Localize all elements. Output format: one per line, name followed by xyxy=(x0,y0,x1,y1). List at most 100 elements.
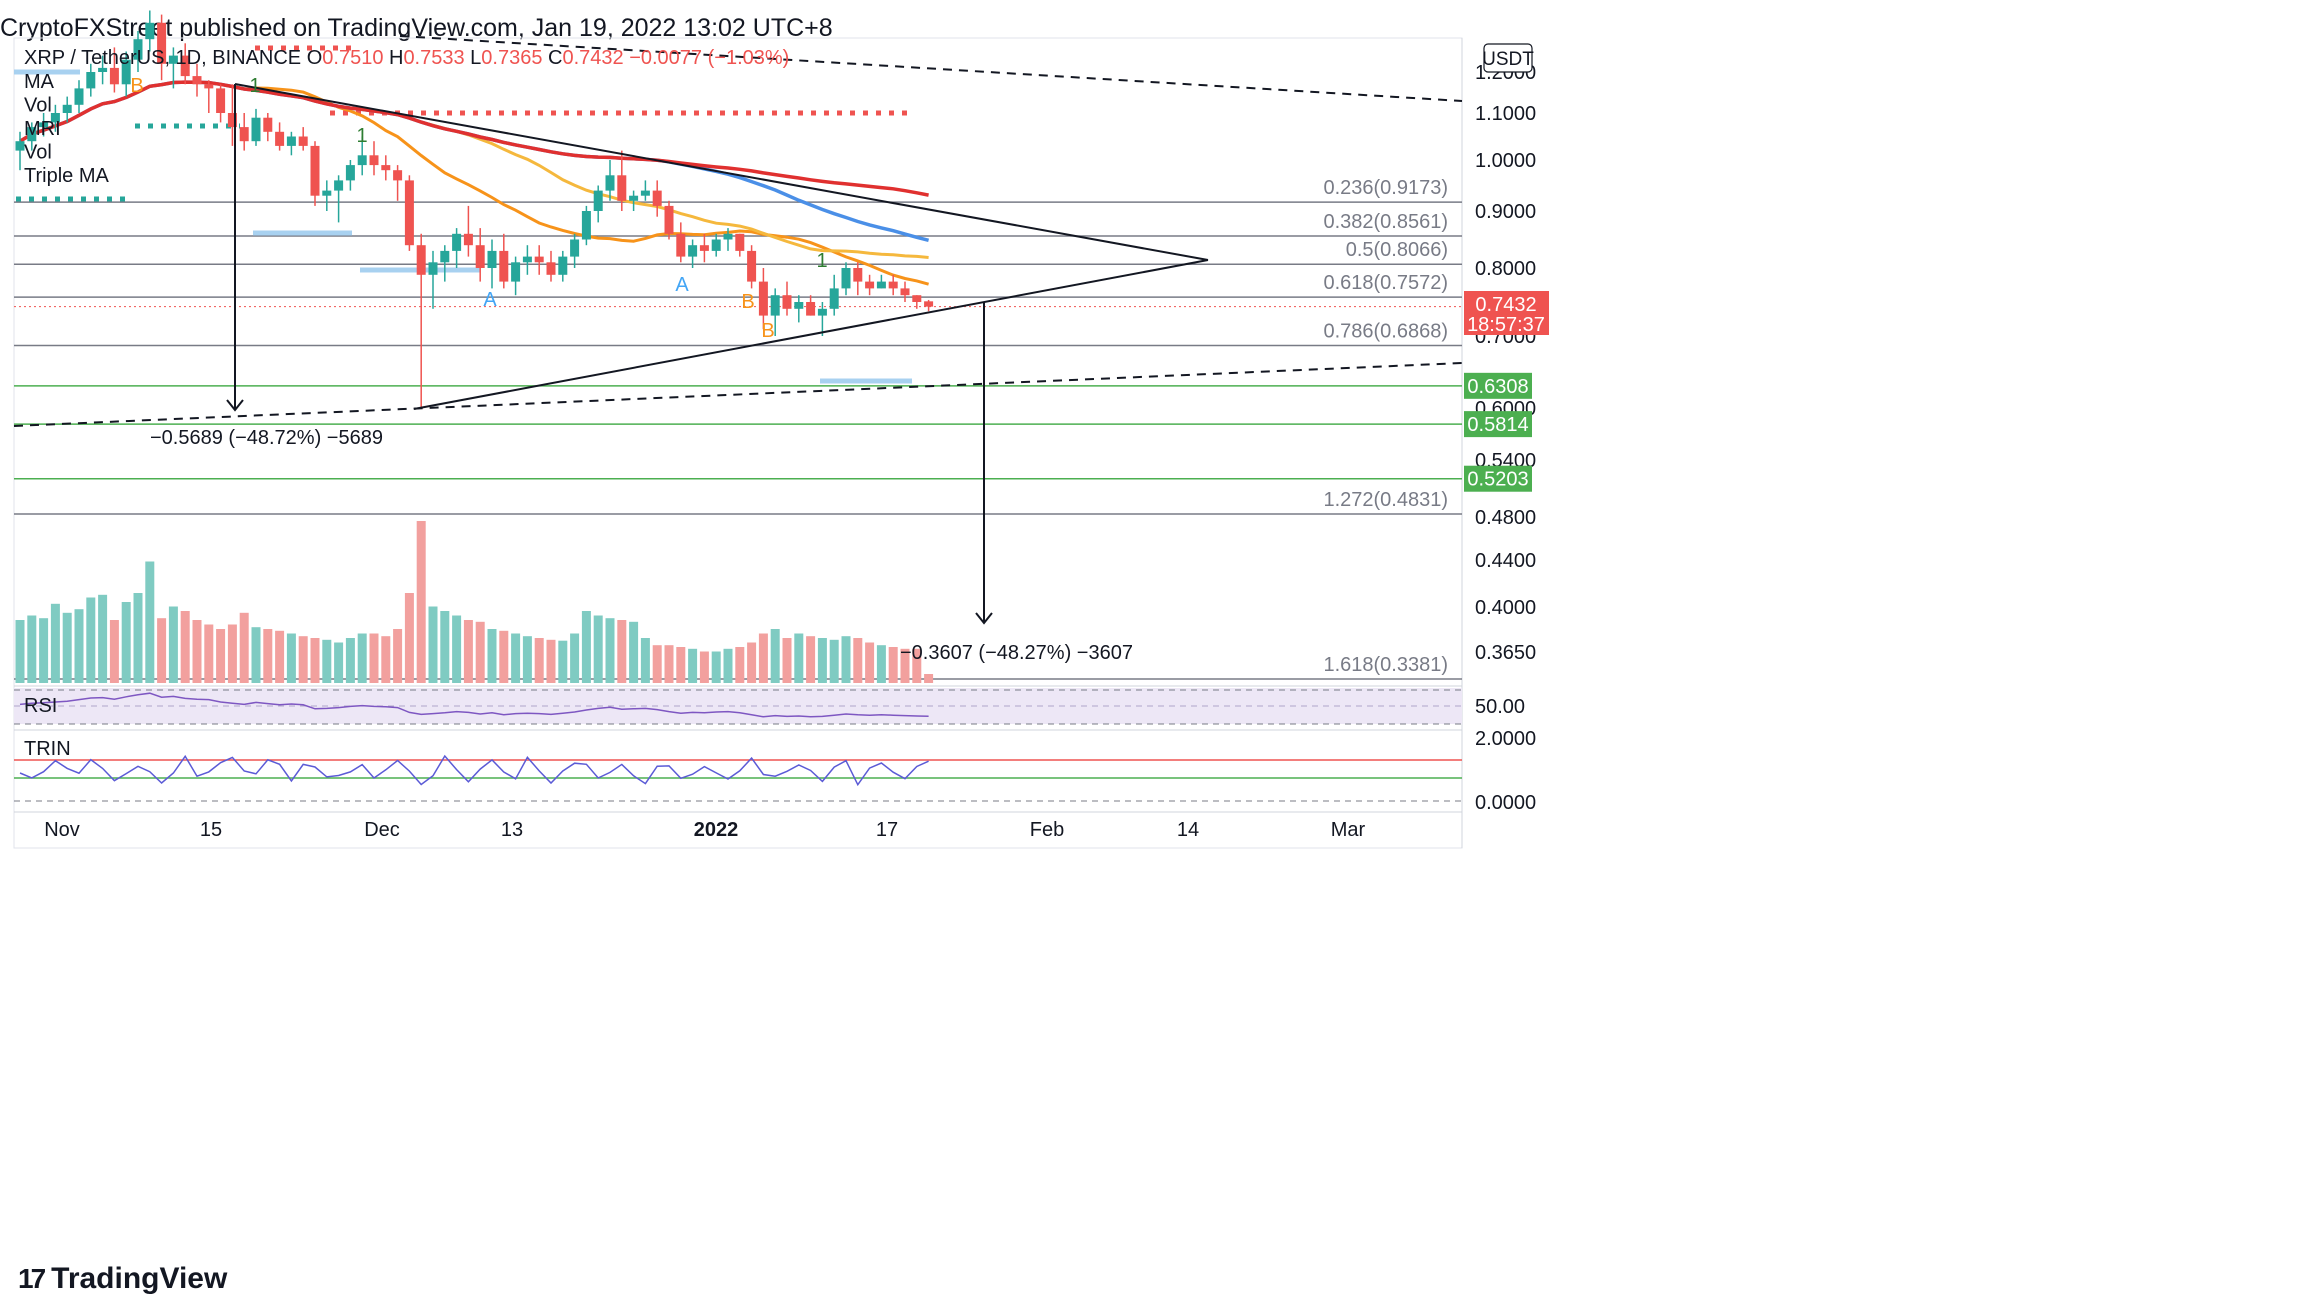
x-tick-label: Mar xyxy=(1331,819,1366,841)
volume-bar xyxy=(912,648,922,683)
volume-bar xyxy=(428,606,438,683)
candle-body xyxy=(499,250,509,282)
trin-line xyxy=(19,754,929,787)
volume-bar xyxy=(121,602,131,683)
candle-body xyxy=(794,302,804,309)
volume-bar xyxy=(853,638,863,683)
candle-body xyxy=(581,211,591,240)
tradingview-brand[interactable]: 17 TradingView xyxy=(18,1262,227,1296)
volume-bar xyxy=(782,638,792,683)
y-tick-label: 0.8000 xyxy=(1475,258,1536,280)
candle-body xyxy=(652,190,662,206)
volume-bar xyxy=(286,633,296,683)
volume-bar xyxy=(463,620,473,683)
candle-body xyxy=(853,268,863,282)
triangle-lower-line xyxy=(413,259,1209,410)
volume-bar xyxy=(50,603,60,683)
support-price-value: 0.6308 xyxy=(1467,376,1528,398)
volume-bar xyxy=(558,640,568,683)
candle-body xyxy=(617,175,627,201)
candle-body xyxy=(86,72,96,89)
x-tick-label: 15 xyxy=(200,819,222,841)
fib-level-label: 0.5(0.8066) xyxy=(1346,239,1448,261)
candle-body xyxy=(345,165,355,181)
volume-bar xyxy=(688,648,698,683)
indicator-legend: Vol xyxy=(24,142,52,164)
candle-body xyxy=(558,256,568,275)
volume-bar xyxy=(605,618,615,683)
volume-bar xyxy=(74,609,84,683)
fib-level-label: 0.786(0.6868) xyxy=(1323,321,1448,343)
upper-dashed-line xyxy=(399,35,1463,102)
candle-body xyxy=(664,205,674,234)
candle-body xyxy=(806,302,816,316)
volume-bar xyxy=(204,624,214,683)
candle-body xyxy=(876,281,886,289)
candle-body xyxy=(522,256,532,263)
candle-body xyxy=(168,55,178,64)
volume-bar xyxy=(770,629,780,683)
volume-bar xyxy=(829,639,839,683)
volume-bar xyxy=(381,636,391,683)
candle-body xyxy=(440,250,450,263)
candle-body xyxy=(381,165,391,171)
volume-bar xyxy=(652,645,662,683)
y-tick-label: 0.4800 xyxy=(1475,507,1536,529)
volume-bar xyxy=(192,620,202,683)
candle-body xyxy=(758,281,768,316)
currency-badge xyxy=(1483,43,1533,73)
candle-body xyxy=(286,136,296,146)
volume-bar xyxy=(251,627,261,683)
volume-bar xyxy=(357,633,367,683)
candle-body xyxy=(924,301,934,307)
candle-body xyxy=(463,233,473,246)
volume-bar xyxy=(404,593,414,683)
candle-body xyxy=(487,250,497,268)
volume-bar xyxy=(168,606,178,683)
volume-bar xyxy=(263,629,273,683)
volume-bar xyxy=(747,642,757,683)
volume-bar xyxy=(334,642,344,683)
candle-body xyxy=(841,268,851,289)
candle-body xyxy=(475,245,485,268)
candle-body xyxy=(109,67,119,85)
volume-bar xyxy=(676,647,686,683)
volume-bar xyxy=(39,618,49,683)
candle-body xyxy=(121,59,131,85)
volume-bar xyxy=(86,597,96,683)
volume-bar xyxy=(345,638,355,683)
volume-bar xyxy=(664,645,674,683)
candle-body xyxy=(676,233,686,257)
fib-level-label: 0.618(0.7572) xyxy=(1323,272,1448,294)
candle-body xyxy=(263,117,273,132)
volume-bar xyxy=(629,621,639,683)
candle-body xyxy=(62,104,72,113)
candle-body xyxy=(888,281,898,289)
volume-bar xyxy=(570,633,580,683)
volume-bar xyxy=(440,611,450,683)
volume-bar xyxy=(416,521,426,683)
candle-body xyxy=(711,239,721,251)
candle-body xyxy=(298,136,308,146)
x-tick-label: 17 xyxy=(876,819,898,841)
volume-bar xyxy=(15,620,25,683)
current-price-label xyxy=(1464,291,1549,335)
volume-bar xyxy=(62,612,72,683)
candle-body xyxy=(782,295,792,309)
signal-marker: B xyxy=(761,320,774,342)
volume-bar xyxy=(109,620,119,683)
y-tick-label: 1.1000 xyxy=(1475,103,1536,125)
candle-body xyxy=(27,127,37,142)
candle-body xyxy=(275,131,285,146)
candle-body xyxy=(699,245,709,251)
volume-bar xyxy=(393,629,403,683)
volume-bar xyxy=(806,636,816,683)
candle-body xyxy=(416,245,426,275)
candle-body xyxy=(310,145,320,196)
volume-bar xyxy=(581,611,591,683)
candle-body xyxy=(50,113,60,123)
volume-bar xyxy=(617,620,627,683)
ma-blue-line xyxy=(19,80,930,242)
volume-bar xyxy=(723,648,733,683)
